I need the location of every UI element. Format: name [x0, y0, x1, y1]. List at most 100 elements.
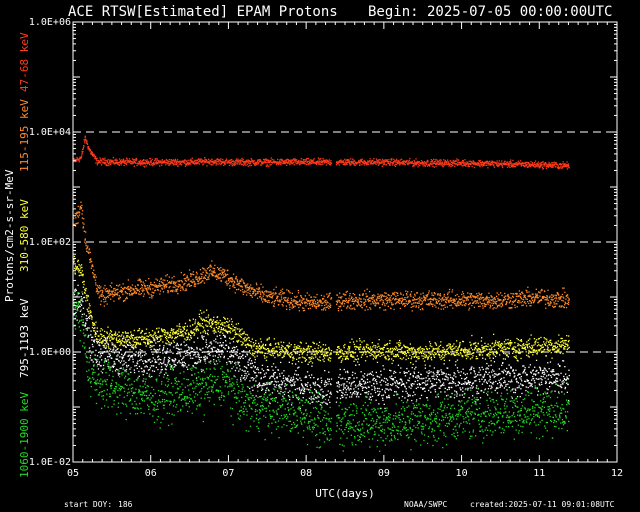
data-point	[139, 288, 142, 290]
data-point	[254, 294, 256, 297]
data-point	[436, 163, 439, 165]
data-point	[248, 288, 250, 291]
data-point	[221, 274, 223, 276]
data-point	[373, 355, 375, 357]
data-point	[377, 161, 379, 163]
data-point	[346, 357, 349, 359]
data-point	[160, 162, 162, 164]
data-point	[264, 298, 267, 300]
data-point	[548, 303, 550, 305]
data-point	[269, 353, 271, 355]
data-point	[448, 288, 451, 291]
data-point	[282, 305, 284, 307]
data-point	[186, 164, 188, 166]
data-point	[128, 161, 130, 163]
data-point	[539, 164, 542, 166]
data-point	[404, 297, 406, 299]
data-point	[327, 162, 329, 165]
data-point	[280, 346, 283, 349]
data-point	[496, 164, 498, 166]
data-point	[170, 282, 173, 284]
data-point	[399, 302, 401, 305]
data-point	[299, 341, 302, 343]
data-point	[203, 329, 206, 331]
data-point	[349, 163, 351, 165]
data-point	[297, 162, 299, 164]
data-point	[154, 331, 156, 333]
data-point	[193, 161, 195, 163]
data-point	[260, 346, 262, 348]
data-point	[157, 286, 159, 288]
data-point	[507, 293, 509, 296]
data-point	[360, 160, 363, 162]
data-point	[209, 160, 212, 162]
data-point	[531, 298, 533, 300]
data-point	[384, 160, 386, 163]
data-point	[403, 344, 405, 346]
data-point	[195, 275, 197, 277]
data-point	[283, 353, 286, 355]
data-point	[363, 159, 365, 162]
data-point	[142, 162, 144, 164]
data-point	[76, 211, 78, 213]
data-point	[108, 164, 110, 166]
data-point	[436, 160, 438, 162]
data-point	[217, 328, 219, 330]
data-point	[216, 162, 218, 165]
data-point	[198, 313, 200, 315]
data-point	[146, 285, 148, 287]
data-point	[75, 158, 77, 161]
data-point	[372, 296, 374, 298]
data-point	[125, 298, 127, 300]
data-point	[161, 329, 163, 331]
data-point	[241, 285, 243, 287]
data-point	[126, 287, 128, 289]
data-point	[438, 353, 440, 355]
data-point	[503, 162, 505, 165]
data-point	[562, 163, 564, 165]
data-point	[205, 160, 207, 162]
data-point	[74, 272, 76, 274]
data-point	[399, 299, 401, 302]
data-point	[477, 302, 479, 304]
data-point	[135, 157, 137, 160]
data-point	[474, 296, 476, 298]
data-point	[175, 331, 177, 333]
data-point	[116, 333, 119, 335]
data-point	[104, 298, 107, 300]
data-point	[228, 320, 231, 322]
data-point	[207, 161, 209, 163]
data-point	[259, 348, 261, 350]
data-point	[295, 347, 298, 349]
data-point	[316, 160, 318, 163]
data-point	[277, 353, 279, 355]
data-point	[462, 159, 464, 162]
data-point	[329, 360, 331, 362]
data-point	[350, 163, 352, 165]
data-point	[91, 152, 94, 154]
data-point	[324, 299, 326, 302]
data-point	[314, 354, 317, 356]
data-point	[470, 162, 472, 165]
data-point	[152, 336, 154, 338]
data-point	[206, 268, 209, 270]
data-point	[467, 299, 469, 301]
data-point	[352, 298, 354, 301]
data-point	[321, 162, 324, 164]
data-point	[568, 298, 570, 300]
data-point	[357, 302, 359, 304]
data-point	[155, 278, 157, 280]
data-point	[161, 159, 163, 161]
data-point	[286, 308, 288, 310]
data-point	[352, 355, 354, 357]
data-point	[495, 303, 497, 305]
data-point	[550, 165, 552, 167]
data-point	[438, 300, 440, 302]
data-point	[191, 280, 193, 282]
data-point	[205, 159, 207, 161]
data-point	[324, 354, 326, 357]
data-point	[558, 298, 560, 300]
data-point	[92, 272, 94, 274]
data-point	[455, 303, 457, 305]
data-point	[114, 159, 116, 161]
